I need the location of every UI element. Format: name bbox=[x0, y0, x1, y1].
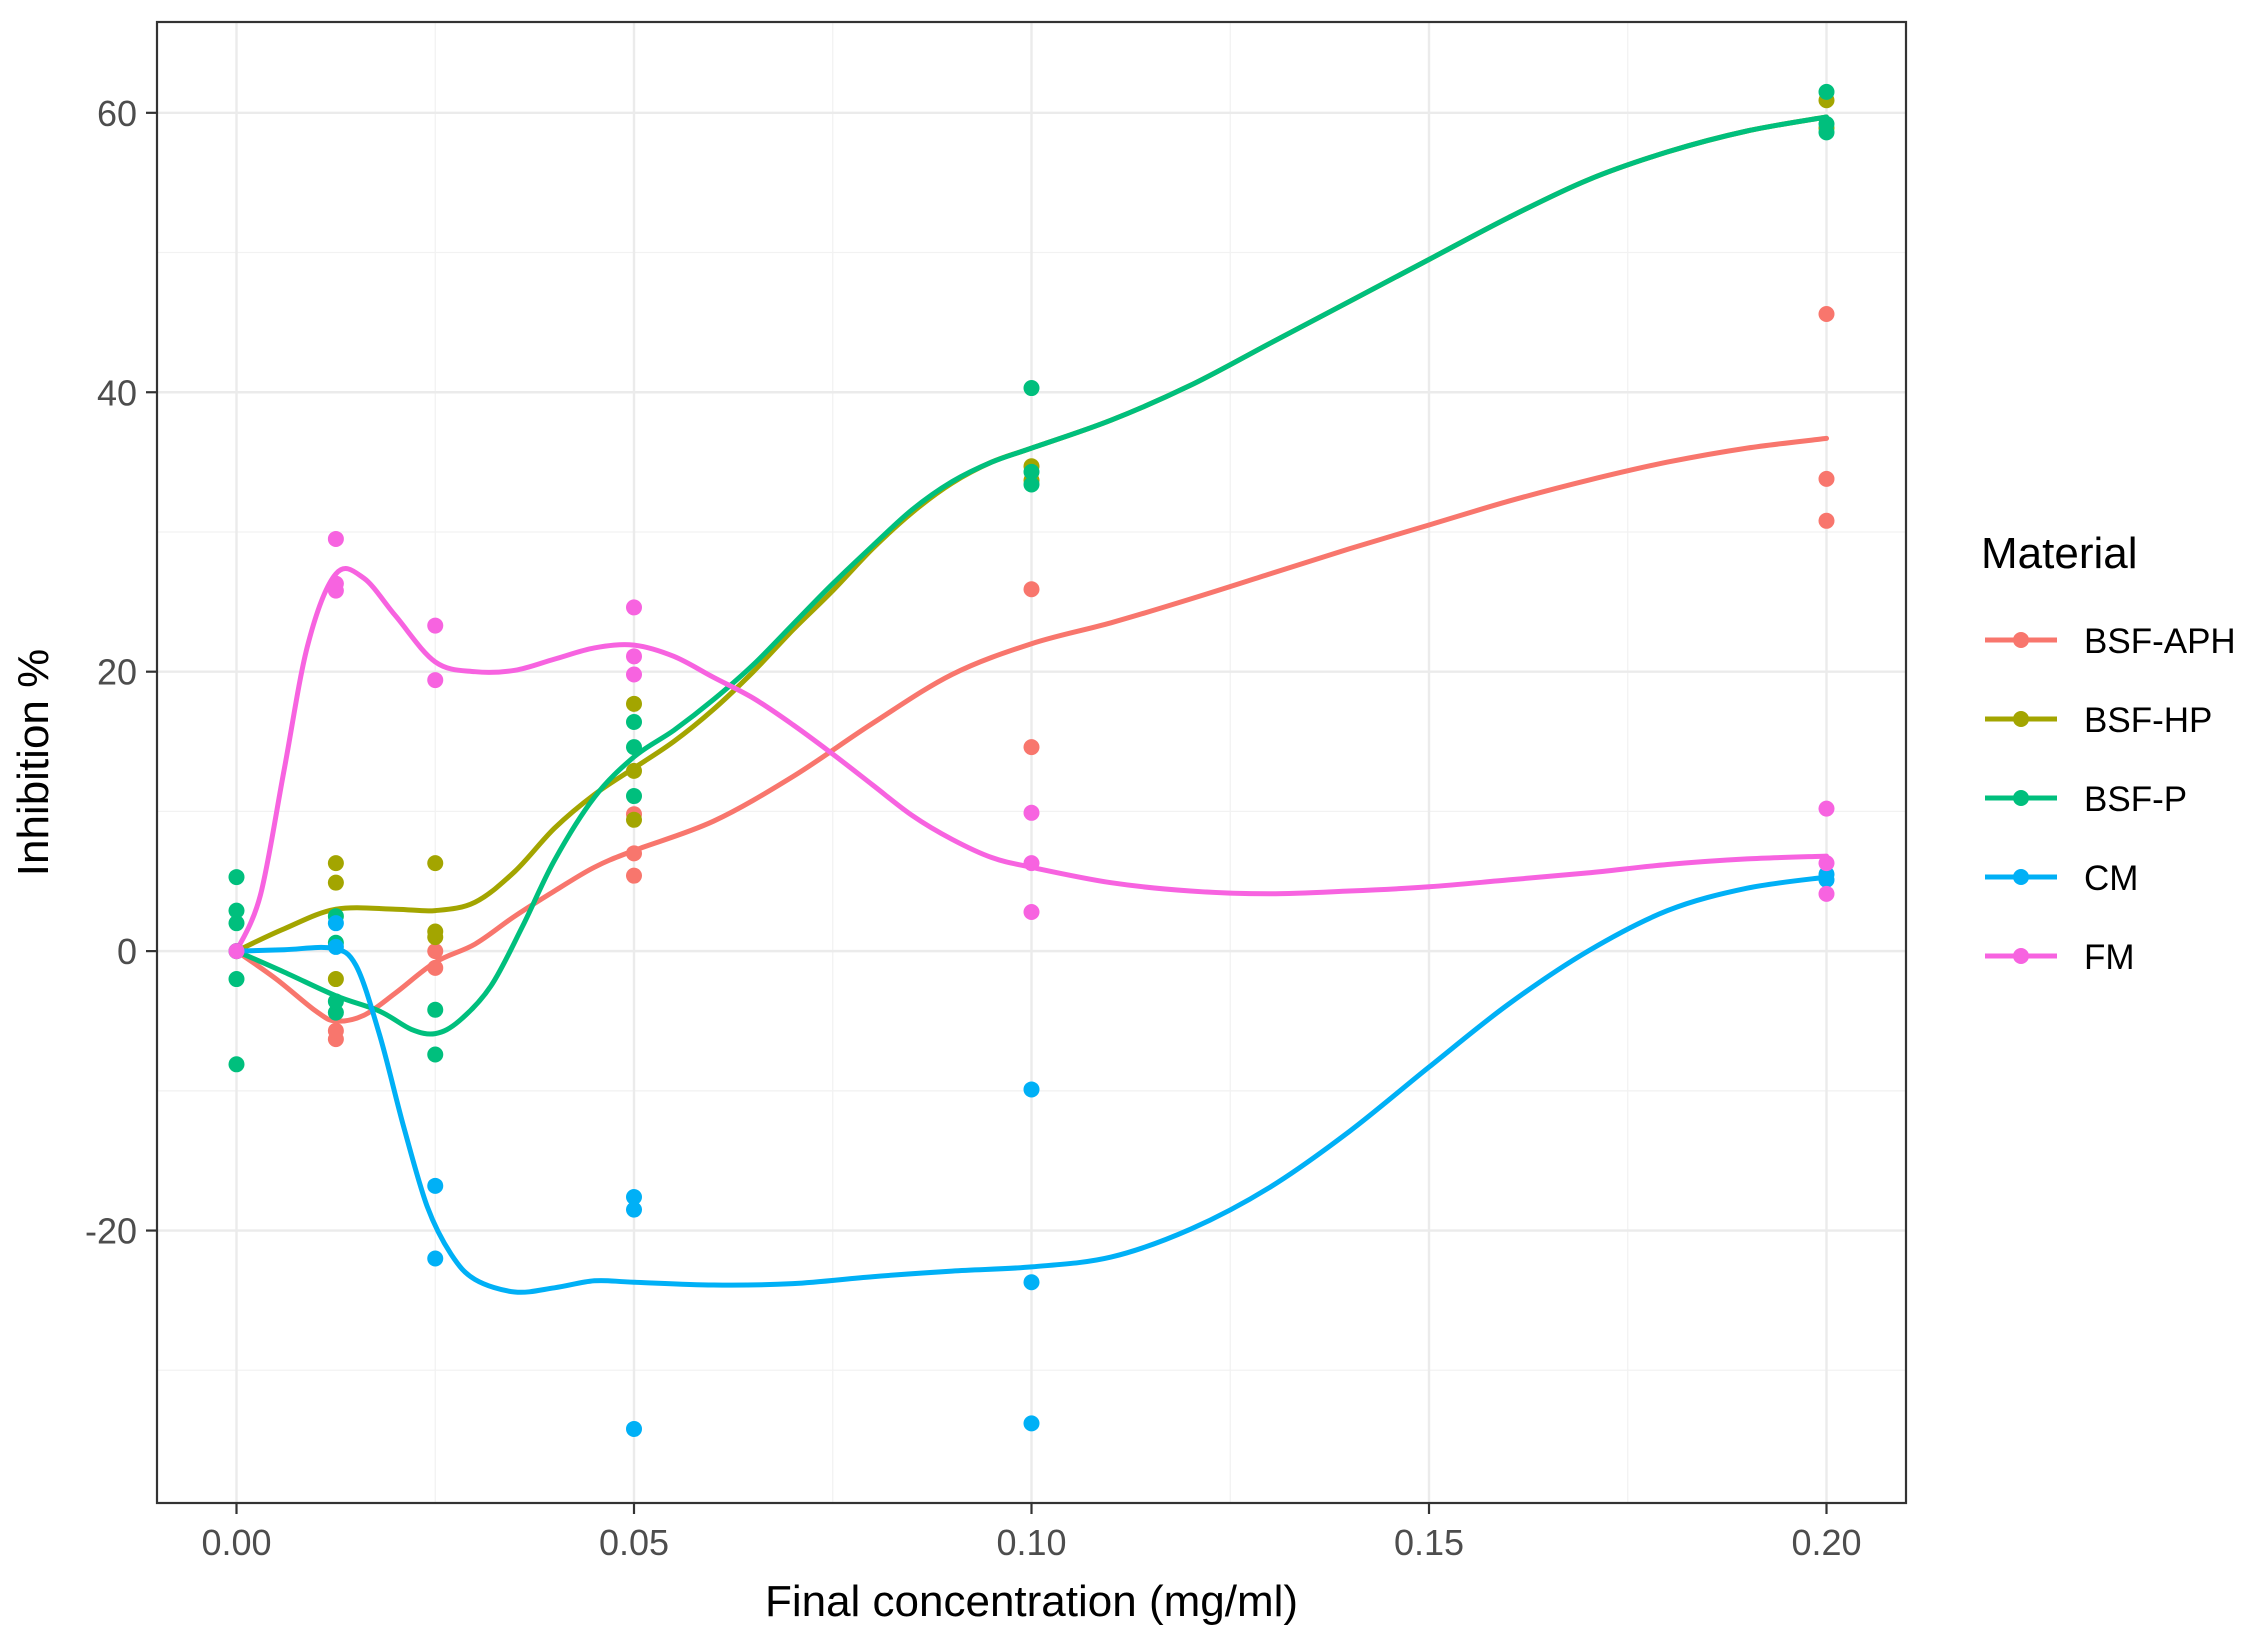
x-tick-label: 0.20 bbox=[1791, 1522, 1861, 1563]
legend-key-point bbox=[2013, 948, 2029, 964]
legend-label-bsf-aph: BSF-APH bbox=[2084, 622, 2236, 661]
trend-line-bsf-aph bbox=[234, 435, 1829, 1024]
data-point-cm bbox=[327, 915, 344, 932]
x-axis-ticks: 0.00 0.05 0.10 0.15 0.20 bbox=[201, 1503, 1862, 1563]
data-point-bsf-aph bbox=[626, 867, 642, 884]
data-point-fm bbox=[427, 617, 444, 634]
y-tick-label: 60 bbox=[97, 93, 137, 134]
data-point-bsf-p bbox=[228, 1056, 245, 1073]
y-axis-title: Inhibition % bbox=[9, 649, 58, 876]
data-point-cm bbox=[427, 1250, 444, 1267]
data-point-bsf-aph bbox=[1023, 581, 1040, 598]
legend-key-point bbox=[2013, 790, 2029, 806]
data-point-cm bbox=[1023, 1274, 1040, 1291]
data-point-bsf-aph bbox=[427, 943, 444, 960]
data-point-bsf-aph bbox=[1818, 306, 1835, 323]
legend-key-point bbox=[2013, 632, 2029, 648]
data-point-bsf-p bbox=[228, 971, 245, 988]
data-point-bsf-p bbox=[1023, 463, 1040, 480]
data-point-cm bbox=[1818, 866, 1835, 883]
data-point-fm bbox=[626, 666, 642, 683]
data-point-bsf-hp bbox=[327, 971, 344, 988]
legend: Material BSF-APH BSF-HP BSF-P CM FM bbox=[1981, 529, 2236, 977]
data-point-bsf-aph bbox=[1818, 512, 1835, 529]
data-point-fm bbox=[1818, 855, 1835, 872]
data-point-bsf-hp bbox=[626, 695, 642, 712]
data-point-fm bbox=[1818, 885, 1835, 902]
legend-key-point bbox=[2013, 869, 2029, 885]
data-point-cm bbox=[626, 1420, 642, 1437]
data-point-cm bbox=[327, 938, 344, 955]
legend-title: Material bbox=[1981, 529, 2138, 578]
x-tick-label: 0.10 bbox=[996, 1522, 1066, 1563]
data-point-bsf-hp bbox=[427, 855, 444, 872]
data-point-bsf-p bbox=[427, 1001, 444, 1018]
legend-label-bsf-p: BSF-P bbox=[2084, 780, 2187, 819]
data-point-bsf-aph bbox=[1818, 470, 1835, 487]
data-point-bsf-p bbox=[1023, 380, 1040, 397]
y-tick-label: 40 bbox=[97, 372, 137, 413]
data-point-fm bbox=[228, 943, 245, 960]
y-axis-ticks: -20 0 20 40 60 bbox=[85, 93, 157, 1252]
data-point-bsf-p bbox=[1023, 476, 1040, 493]
data-point-cm bbox=[427, 1177, 444, 1194]
data-point-fm bbox=[1023, 903, 1040, 920]
data-point-cm bbox=[1023, 1415, 1040, 1432]
data-point-bsf-p bbox=[626, 739, 642, 756]
data-point-bsf-p bbox=[427, 1046, 444, 1063]
data-point-cm bbox=[626, 1189, 642, 1206]
data-point-bsf-p bbox=[626, 713, 642, 730]
data-point-bsf-p bbox=[1818, 115, 1835, 132]
legend-label-bsf-hp: BSF-HP bbox=[2084, 701, 2212, 740]
data-point-cm bbox=[626, 1201, 642, 1218]
data-point-bsf-aph bbox=[427, 959, 444, 976]
data-point-bsf-aph bbox=[327, 1022, 344, 1039]
data-point-bsf-p bbox=[626, 788, 642, 805]
x-tick-label: 0.00 bbox=[201, 1522, 271, 1563]
trend-lines bbox=[234, 114, 1829, 1295]
data-point-fm bbox=[327, 575, 344, 592]
data-point-bsf-aph bbox=[1023, 739, 1040, 756]
data-point-bsf-p bbox=[327, 1004, 344, 1021]
trend-line-fm bbox=[234, 566, 1829, 954]
x-tick-label: 0.05 bbox=[599, 1522, 669, 1563]
y-tick-label: 20 bbox=[97, 652, 137, 693]
trend-line-cm bbox=[234, 874, 1829, 1295]
data-point-fm bbox=[327, 530, 344, 547]
data-point-bsf-p bbox=[228, 915, 245, 932]
data-points bbox=[228, 83, 1835, 1437]
data-point-bsf-hp bbox=[626, 762, 642, 779]
data-point-bsf-p bbox=[1818, 83, 1835, 100]
legend-key-point bbox=[2013, 711, 2029, 727]
data-point-fm bbox=[1023, 855, 1040, 872]
data-point-bsf-hp bbox=[626, 811, 642, 828]
data-point-bsf-p bbox=[228, 869, 245, 886]
data-point-bsf-hp bbox=[327, 855, 344, 872]
x-axis-title: Final concentration (mg/ml) bbox=[765, 1577, 1298, 1626]
data-point-fm bbox=[1023, 804, 1040, 821]
data-point-cm bbox=[1023, 1081, 1040, 1098]
data-point-bsf-p bbox=[228, 902, 245, 919]
data-point-bsf-p bbox=[327, 993, 344, 1010]
data-point-fm bbox=[1818, 800, 1835, 817]
data-point-bsf-aph bbox=[626, 845, 642, 862]
y-tick-label: 0 bbox=[117, 931, 137, 972]
data-point-bsf-hp bbox=[327, 874, 344, 891]
trend-line-bsf-p bbox=[234, 114, 1829, 1037]
legend-label-fm: FM bbox=[2084, 938, 2135, 977]
data-point-fm bbox=[626, 599, 642, 616]
data-point-bsf-hp bbox=[427, 923, 444, 940]
y-tick-label: -20 bbox=[85, 1211, 137, 1252]
legend-label-cm: CM bbox=[2084, 859, 2138, 898]
data-point-fm bbox=[626, 648, 642, 665]
x-tick-label: 0.15 bbox=[1394, 1522, 1464, 1563]
data-point-fm bbox=[427, 672, 444, 689]
